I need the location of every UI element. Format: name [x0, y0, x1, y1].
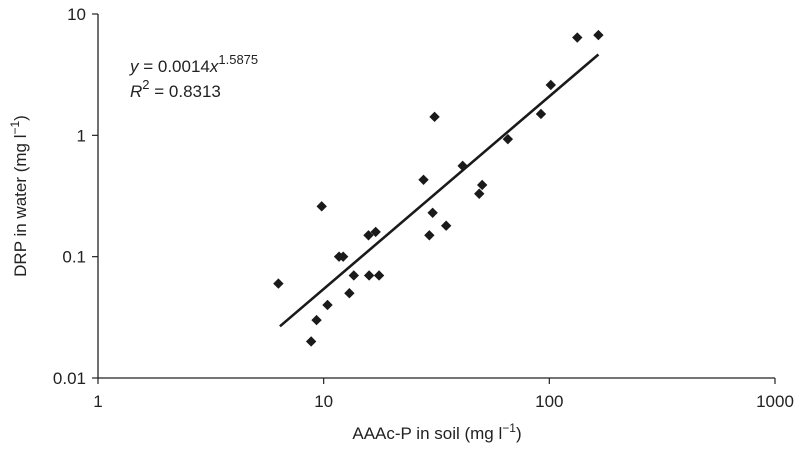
trendline [279, 53, 600, 328]
data-point [418, 174, 429, 186]
data-point [502, 133, 514, 145]
data-point [337, 251, 349, 262]
data-point [535, 108, 547, 120]
data-point [344, 287, 355, 299]
x-tick-label: 10 [314, 392, 333, 411]
y-axis-title: DRP in water (mg l−1) [8, 115, 30, 277]
data-point [348, 270, 360, 281]
data-point [363, 270, 375, 281]
data-point [373, 270, 385, 281]
y-tick-label: 1 [77, 126, 86, 145]
x-axis-title: AAAc-P in soil (mg l−1) [352, 421, 521, 443]
ticks: 1 10 100 1000 0.01 0.1 1 10 [53, 5, 794, 411]
x-tick-label: 1000 [756, 392, 794, 411]
y-tick-label: 10 [67, 5, 86, 24]
data-point [474, 188, 485, 199]
y-tick-label: 0.1 [62, 248, 86, 267]
data-point [572, 32, 583, 43]
data-point [593, 29, 604, 41]
points-group [273, 29, 604, 347]
data-point [440, 220, 452, 231]
data-point [273, 278, 284, 289]
data-point [427, 207, 438, 218]
data-point [311, 314, 322, 326]
data-point [363, 230, 374, 241]
data-point [370, 226, 381, 238]
data-point [457, 160, 468, 172]
data-point [424, 230, 435, 241]
axes [97, 14, 775, 379]
x-tick-label: 1 [93, 392, 102, 411]
trendline-group [279, 53, 600, 328]
data-point [429, 111, 440, 123]
r-squared-label: R2 = 0.8313 [130, 77, 221, 101]
data-point [545, 79, 556, 91]
y-tick-label: 0.01 [53, 369, 86, 388]
data-point [305, 336, 317, 347]
x-tick-label: 100 [535, 392, 563, 411]
equation-label: y = 0.0014x1.5875 [129, 52, 258, 76]
data-point [322, 299, 333, 311]
data-point [316, 201, 327, 212]
data-point [476, 179, 488, 191]
